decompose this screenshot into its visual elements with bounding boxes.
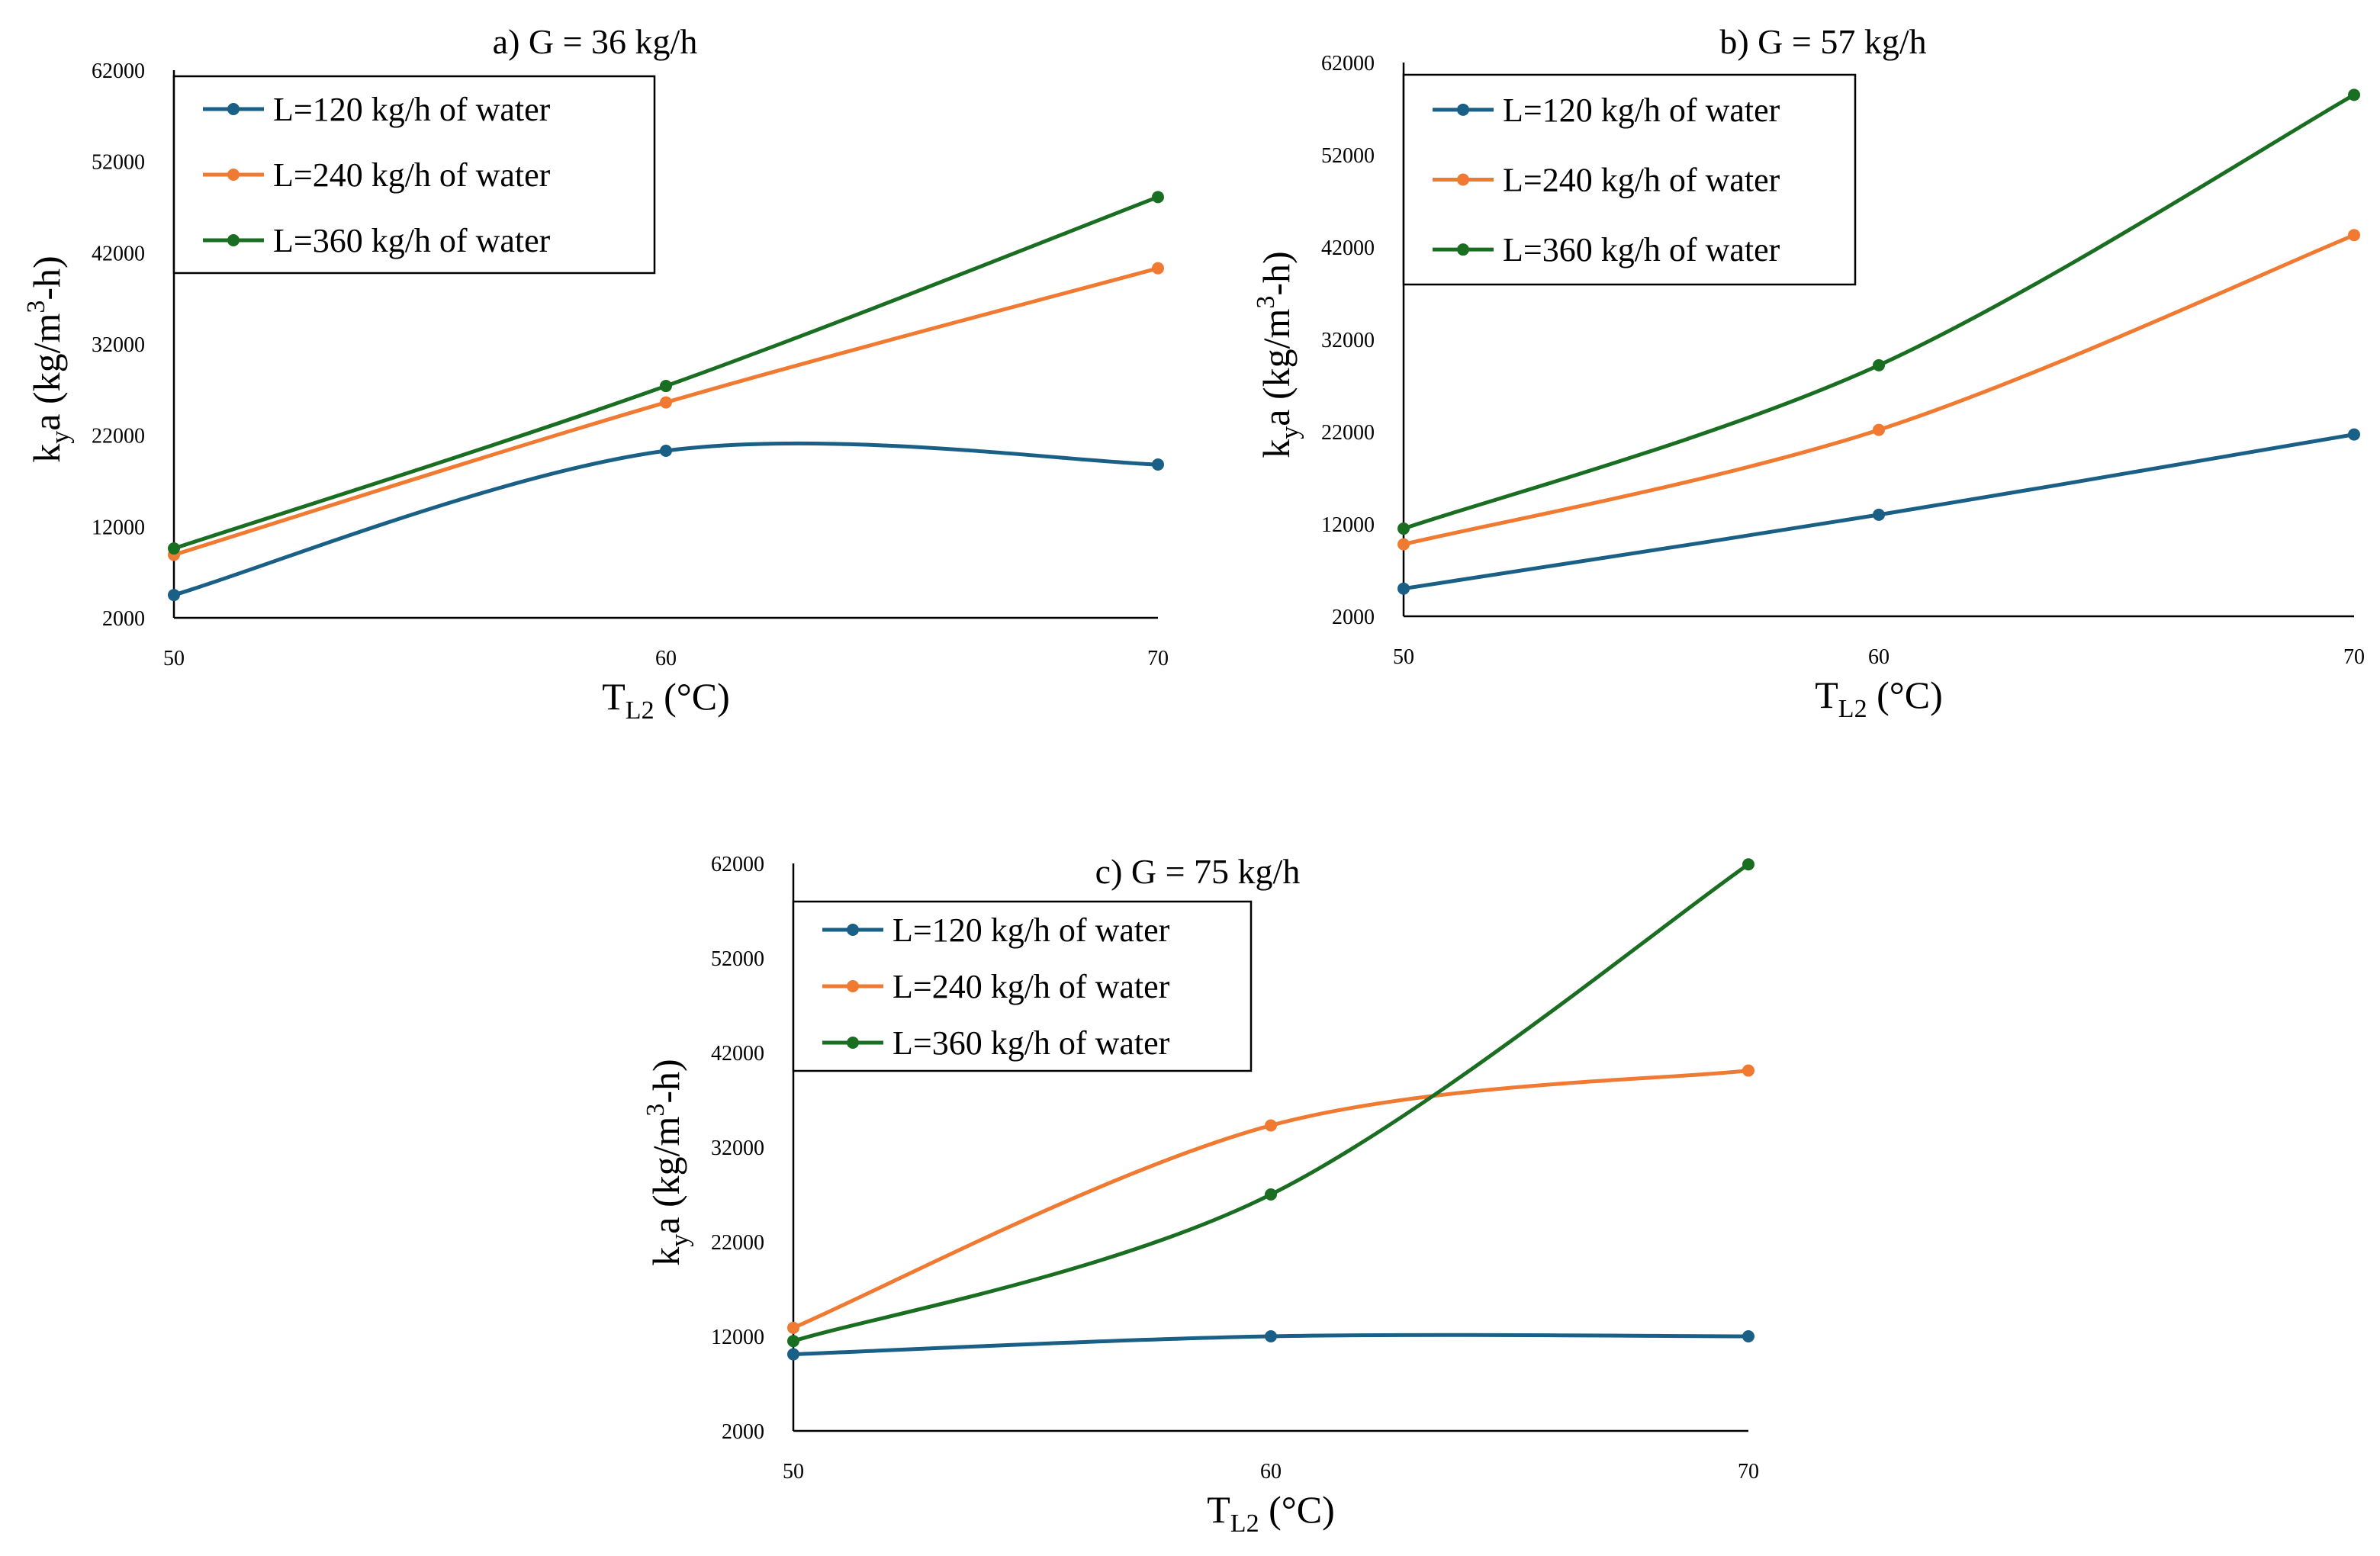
y-tick-label: 32000	[92, 333, 145, 357]
y-tick-label: 12000	[711, 1326, 764, 1349]
y-tick-label: 42000	[1321, 236, 1375, 260]
data-point	[2348, 88, 2360, 101]
y-tick-label: 42000	[711, 1042, 764, 1066]
x-tick-label: 50	[783, 1460, 804, 1484]
x-tick-label: 70	[2343, 645, 2365, 669]
legend-label: L=360 kg/h of water	[1503, 231, 1780, 268]
data-point	[787, 1321, 799, 1334]
data-point	[1397, 522, 1410, 535]
x-tick-label: 70	[1147, 647, 1169, 670]
legend-label: L=240 kg/h of water	[892, 968, 1170, 1005]
y-tick-label: 62000	[711, 853, 764, 876]
chart-title: c) G = 75 kg/h	[1095, 852, 1301, 891]
x-tick-label: 60	[655, 647, 677, 670]
chart-panel-a: 2000 12000 22000 32000 42000 52000 62000 50 60 70…	[22, 22, 1169, 725]
data-point	[1152, 262, 1164, 275]
y-tick-label: 62000	[92, 59, 145, 83]
y-tick-label: 22000	[92, 425, 145, 448]
legend: L=120 kg/h of water L=240 kg/h of water L=…	[172, 75, 656, 275]
data-point	[1742, 1330, 1754, 1342]
legend-label: L=240 kg/h of water	[273, 156, 551, 194]
x-tick-label: 50	[163, 647, 185, 670]
x-axis-label: TL2 (°C)	[602, 675, 729, 725]
legend-swatch-marker	[1457, 103, 1469, 116]
data-point	[660, 396, 672, 409]
data-point	[1265, 1188, 1277, 1201]
y-tick-label: 32000	[711, 1136, 764, 1160]
y-axis-label: kya (kg/m3-h)	[642, 1059, 694, 1265]
legend-swatch-marker	[847, 924, 859, 936]
legend-swatch-marker	[1457, 243, 1469, 256]
y-tick-label: 2000	[102, 607, 145, 631]
data-point	[660, 445, 672, 458]
data-point	[787, 1335, 799, 1348]
legend-label: L=120 kg/h of water	[892, 911, 1170, 949]
data-point	[787, 1348, 799, 1361]
data-point	[168, 542, 180, 555]
legend-label: L=120 kg/h of water	[273, 91, 551, 128]
data-point	[1265, 1119, 1277, 1132]
data-point	[2348, 229, 2360, 242]
legend-swatch-marker	[1457, 173, 1469, 186]
x-tick-label: 50	[1393, 645, 1414, 669]
y-axis-label: kya (kg/m3-h)	[1252, 251, 1304, 458]
y-tick-label: 52000	[92, 151, 145, 175]
data-point	[660, 380, 672, 393]
y-tick-label: 2000	[1332, 606, 1375, 629]
data-point	[1873, 423, 1885, 436]
y-tick-label: 62000	[1321, 52, 1375, 76]
legend-label: L=360 kg/h of water	[273, 222, 551, 259]
chart-panel-b: 2000 12000 22000 32000 42000 52000 62000 50 60 70…	[1252, 22, 2365, 723]
x-tick-label: 70	[1738, 1460, 1759, 1484]
x-axis-label: TL2 (°C)	[1815, 674, 1942, 723]
y-tick-label: 22000	[1321, 421, 1375, 445]
y-axis-label: kya (kg/m3-h)	[22, 256, 75, 462]
data-point	[1265, 1330, 1277, 1342]
data-point	[2348, 428, 2360, 441]
chart-title: b) G = 57 kg/h	[1719, 22, 1926, 61]
y-tick-label: 22000	[711, 1231, 764, 1255]
data-point	[1873, 358, 1885, 371]
chart-panel-c: 2000 12000 22000 32000 42000 52000 62000 50 60 70…	[642, 852, 1759, 1538]
data-point	[1397, 538, 1410, 551]
data-point	[1152, 191, 1164, 204]
data-point	[1873, 508, 1885, 521]
legend-swatch-marker	[227, 234, 240, 246]
chart-title: a) G = 36 kg/h	[493, 22, 698, 61]
y-tick-label: 12000	[1321, 513, 1375, 537]
legend: L=120 kg/h of water L=240 kg/h of water L=…	[792, 900, 1253, 1072]
legend-swatch-marker	[227, 103, 240, 115]
legend-swatch-marker	[227, 169, 240, 181]
data-point	[1742, 1064, 1754, 1077]
x-tick-label: 60	[1868, 645, 1890, 669]
x-axis-label: TL2 (°C)	[1207, 1488, 1334, 1538]
legend-label: L=240 kg/h of water	[1503, 162, 1780, 199]
y-tick-label: 12000	[92, 516, 145, 539]
data-point	[1152, 458, 1164, 471]
legend-label: L=120 kg/h of water	[1503, 92, 1780, 129]
data-point	[1742, 858, 1754, 871]
y-tick-label: 42000	[92, 242, 145, 265]
legend-label: L=360 kg/h of water	[892, 1024, 1170, 1062]
data-point	[168, 589, 180, 602]
x-tick-label: 60	[1260, 1460, 1282, 1484]
y-tick-label: 32000	[1321, 329, 1375, 352]
legend-swatch-marker	[847, 980, 859, 992]
data-point	[1397, 582, 1410, 595]
y-tick-label: 2000	[722, 1420, 764, 1444]
y-tick-label: 52000	[711, 947, 764, 971]
y-tick-label: 52000	[1321, 144, 1375, 168]
legend: L=120 kg/h of water L=240 kg/h of water L=…	[1402, 73, 1857, 286]
legend-swatch-marker	[847, 1037, 859, 1049]
